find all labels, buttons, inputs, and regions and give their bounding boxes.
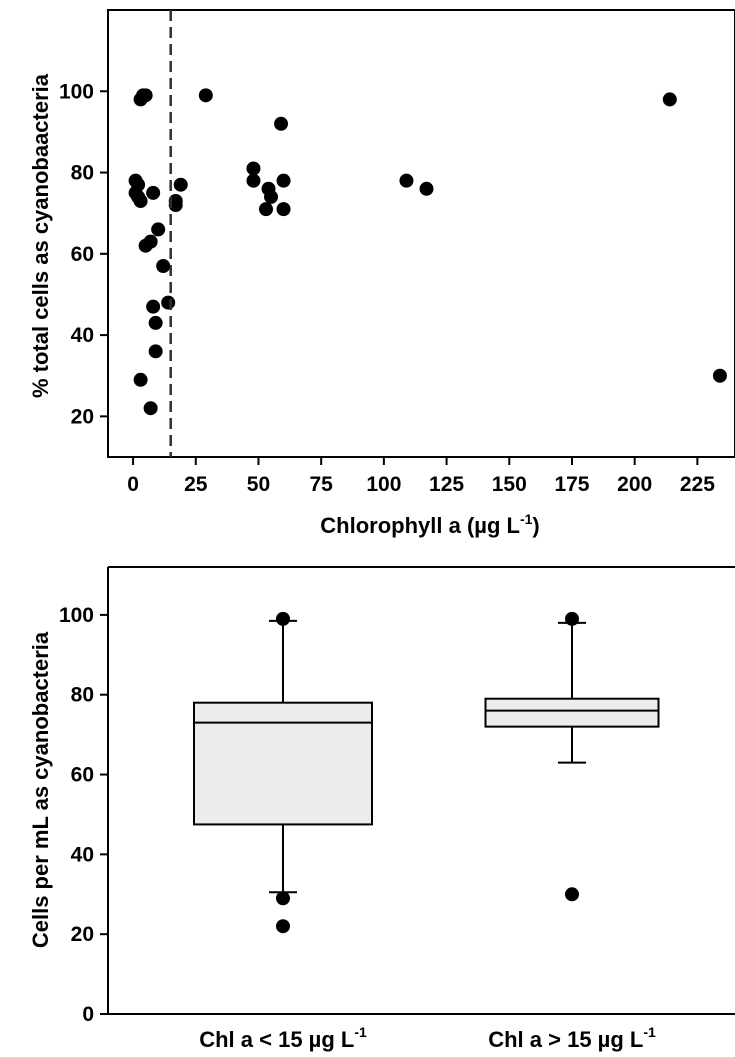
data-point [246, 161, 261, 176]
x-axis-ticks: 0 25 50 75 100 125 150 175 200 225 [127, 457, 715, 496]
data-point [151, 222, 166, 237]
data-point [148, 344, 163, 359]
data-point [146, 185, 161, 200]
x-tick-label: 150 [492, 473, 527, 496]
data-point [274, 116, 289, 131]
data-point [399, 173, 414, 188]
box-plot-high [484, 611, 660, 902]
x-tick-label: 125 [429, 473, 464, 496]
y-tick-label: 100 [59, 604, 94, 627]
data-point [276, 202, 291, 217]
category-label-low: Chl a < 15 µg L-1 [199, 1024, 367, 1052]
data-points [128, 88, 727, 416]
y-tick-label: 40 [71, 843, 94, 866]
data-point [133, 372, 148, 387]
outlier-point [276, 919, 290, 934]
x-axis-title: Chlorophyll a (µg L-1) [320, 511, 539, 538]
data-point [662, 92, 677, 107]
outlier-point [565, 611, 579, 626]
data-point [264, 189, 279, 204]
category-label-high: Chl a > 15 µg L-1 [488, 1024, 656, 1052]
data-point [156, 259, 171, 274]
data-point [712, 368, 727, 383]
plot-frame [107, 9, 735, 458]
data-point [246, 173, 261, 188]
box [484, 697, 660, 728]
y-tick-label: 20 [71, 923, 94, 946]
x-tick-label: 225 [680, 473, 715, 496]
box [193, 701, 373, 826]
box-plot-low [193, 611, 373, 934]
y-tick-label: 20 [71, 405, 94, 428]
data-point [133, 193, 148, 208]
x-tick-label: 100 [366, 473, 401, 496]
x-tick-label: 75 [310, 473, 334, 496]
data-point [143, 401, 158, 416]
data-point [161, 295, 176, 310]
outlier-point [276, 891, 290, 906]
x-tick-label: 175 [554, 473, 589, 496]
y-axis-ticks: 0 20 40 60 80 100 [59, 604, 108, 1026]
data-point [146, 299, 161, 314]
x-tick-label: 50 [247, 473, 270, 496]
y-tick-label: 0 [82, 1003, 94, 1026]
data-point [138, 88, 153, 103]
data-point [173, 177, 188, 192]
data-point [276, 173, 291, 188]
x-tick-label: 25 [184, 473, 208, 496]
y-axis-title: Cells per mL as cyanobacteria [28, 631, 53, 948]
data-point [198, 88, 213, 103]
x-tick-label: 200 [617, 473, 652, 496]
y-tick-label: 40 [71, 324, 94, 347]
box-plots [193, 611, 660, 934]
box-chart: 0 20 40 60 80 100 Cells per mL as cyanobacter… [28, 566, 735, 1052]
x-tick-label: 0 [127, 473, 139, 496]
data-point [259, 202, 274, 217]
data-point [148, 315, 163, 330]
outlier-point [276, 611, 290, 626]
y-tick-label: 60 [71, 764, 94, 787]
y-axis-title: % total cells as cyanobaacteria [28, 73, 53, 398]
data-point [138, 238, 153, 253]
outlier-point [565, 887, 579, 902]
y-tick-label: 80 [71, 684, 94, 707]
data-point [168, 198, 183, 213]
y-tick-label: 60 [71, 243, 94, 266]
y-tick-label: 80 [71, 162, 94, 185]
y-tick-label: 100 [59, 80, 94, 103]
scatter-chart: 20 40 60 80 100 0 25 50 75 100 125 150 175 200 225 % … [28, 9, 735, 538]
y-axis-ticks: 20 40 60 80 100 [59, 80, 108, 428]
data-point [419, 181, 434, 196]
